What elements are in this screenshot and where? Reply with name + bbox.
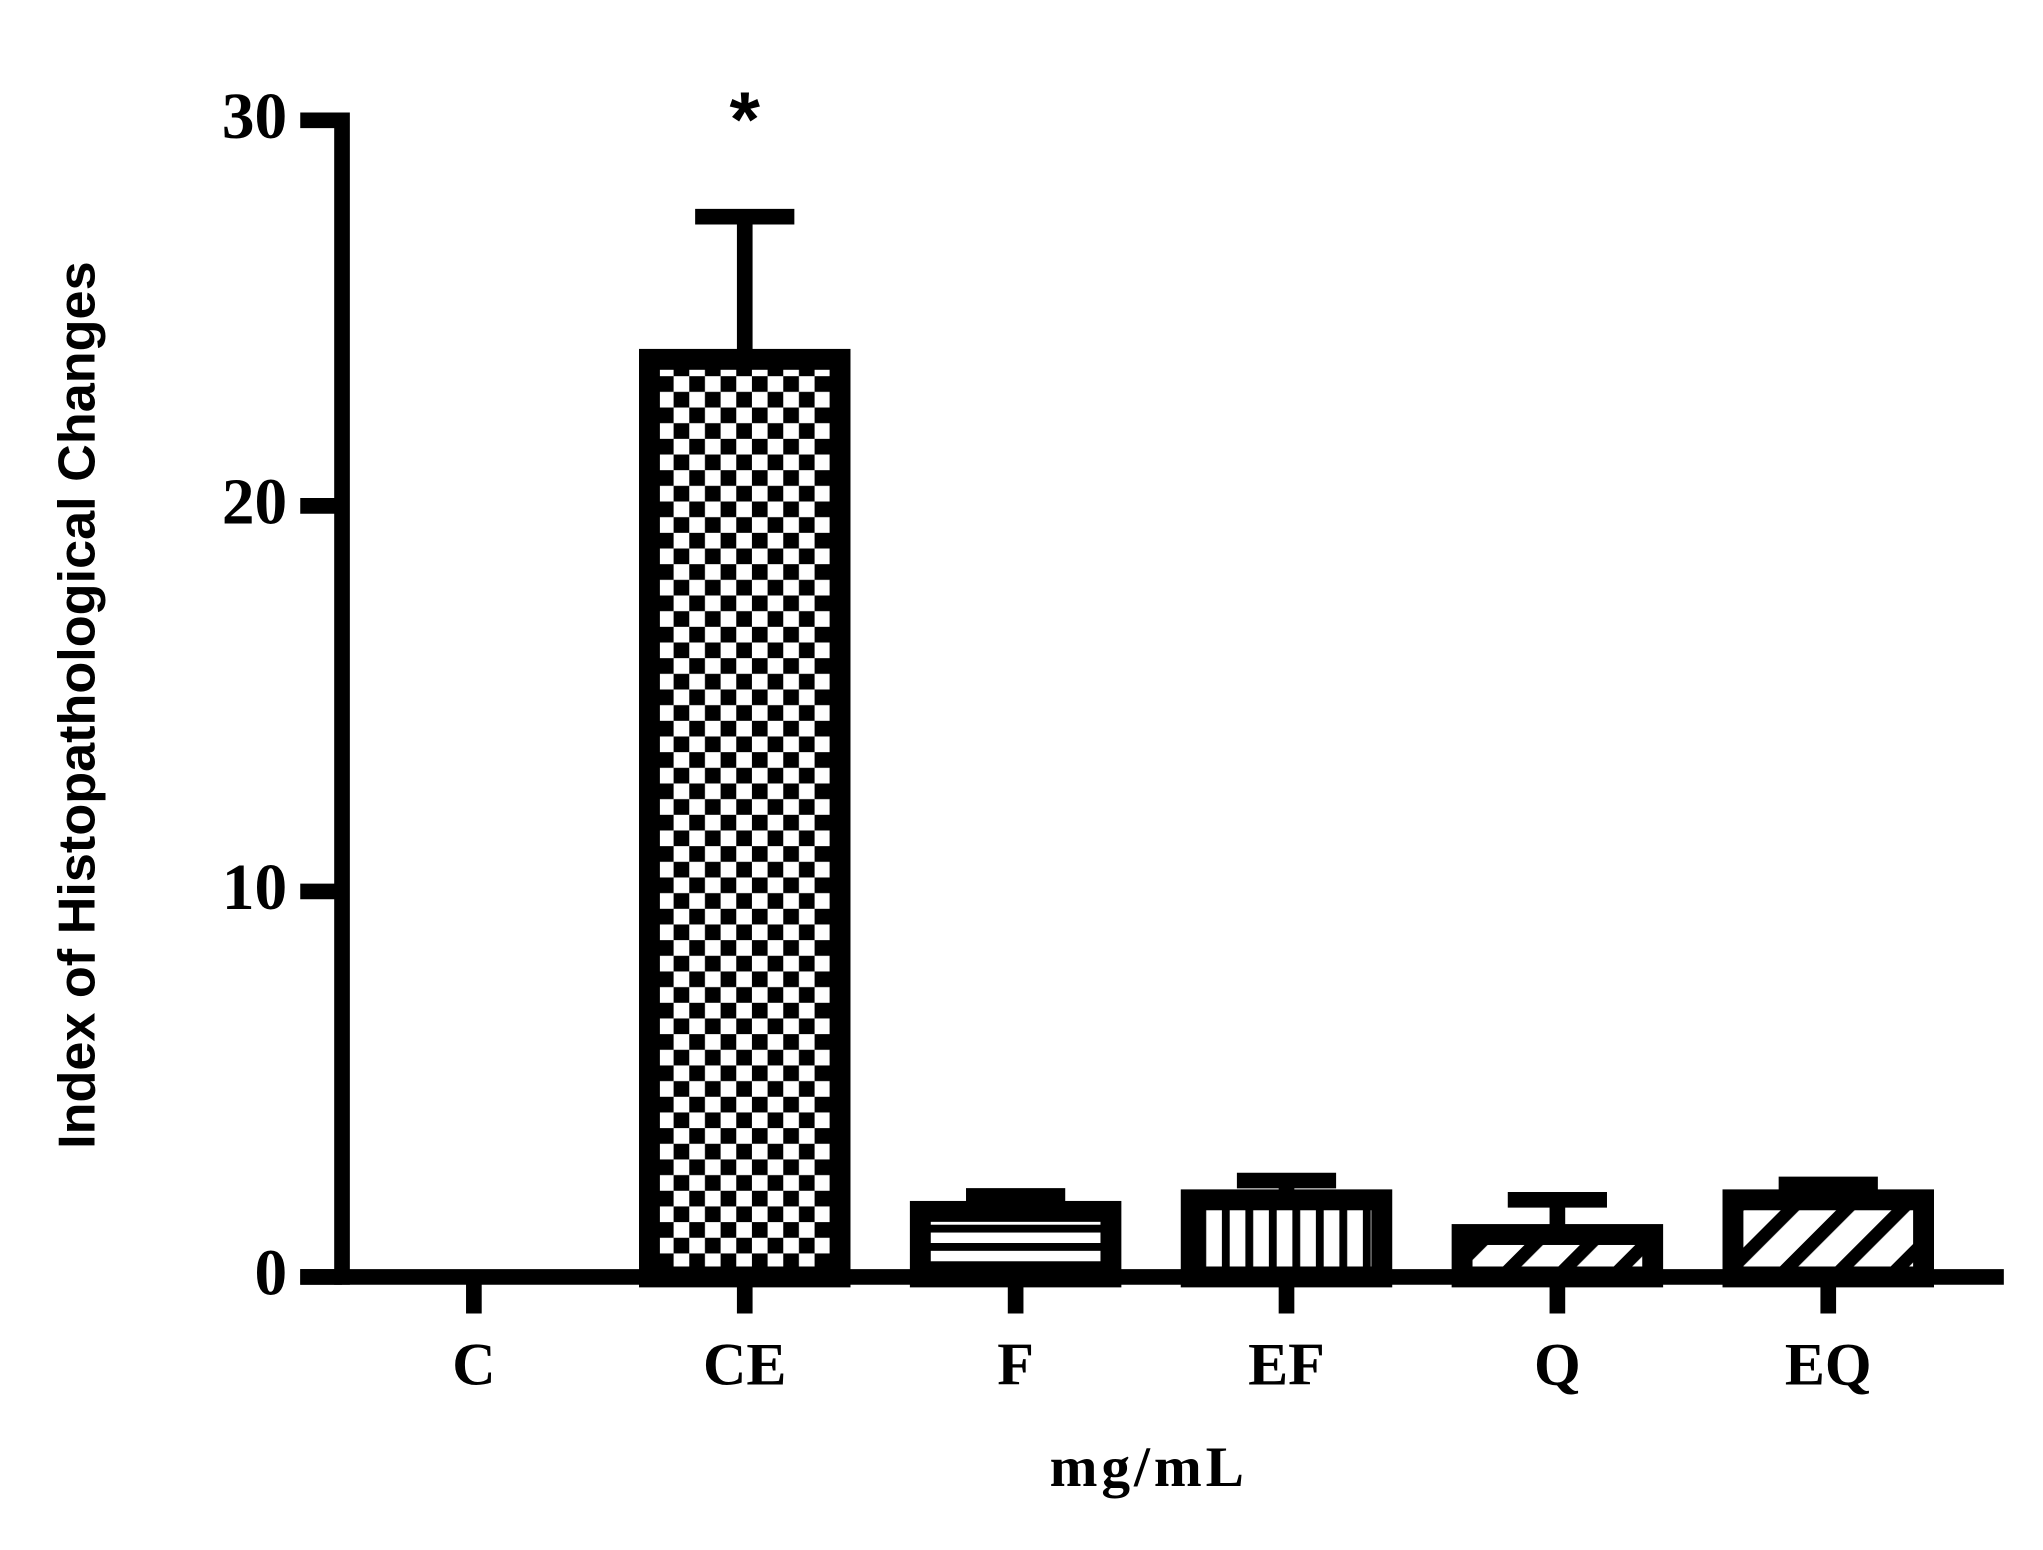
x-tick-label: F xyxy=(997,1331,1034,1398)
y-tick-label: 10 xyxy=(222,852,287,924)
y-tick-label: 0 xyxy=(255,1238,288,1310)
x-tick-label: EQ xyxy=(1785,1331,1872,1398)
bar xyxy=(909,1200,1122,1288)
bar xyxy=(639,348,851,1288)
x-tick-label: Q xyxy=(1534,1331,1581,1398)
x-tick-label: CE xyxy=(703,1331,786,1398)
x-axis-label: mg/mL xyxy=(1050,1436,1248,1499)
x-tick-label: C xyxy=(452,1331,495,1398)
bar xyxy=(1180,1189,1393,1288)
bar xyxy=(1722,1189,1934,1288)
annotation: * xyxy=(730,75,761,163)
y-tick-label: 20 xyxy=(222,466,287,538)
x-tick-label: EF xyxy=(1248,1331,1325,1398)
y-tick-label: 30 xyxy=(222,81,287,153)
y-axis-label: Index of Histopathological Changes xyxy=(49,261,107,1149)
